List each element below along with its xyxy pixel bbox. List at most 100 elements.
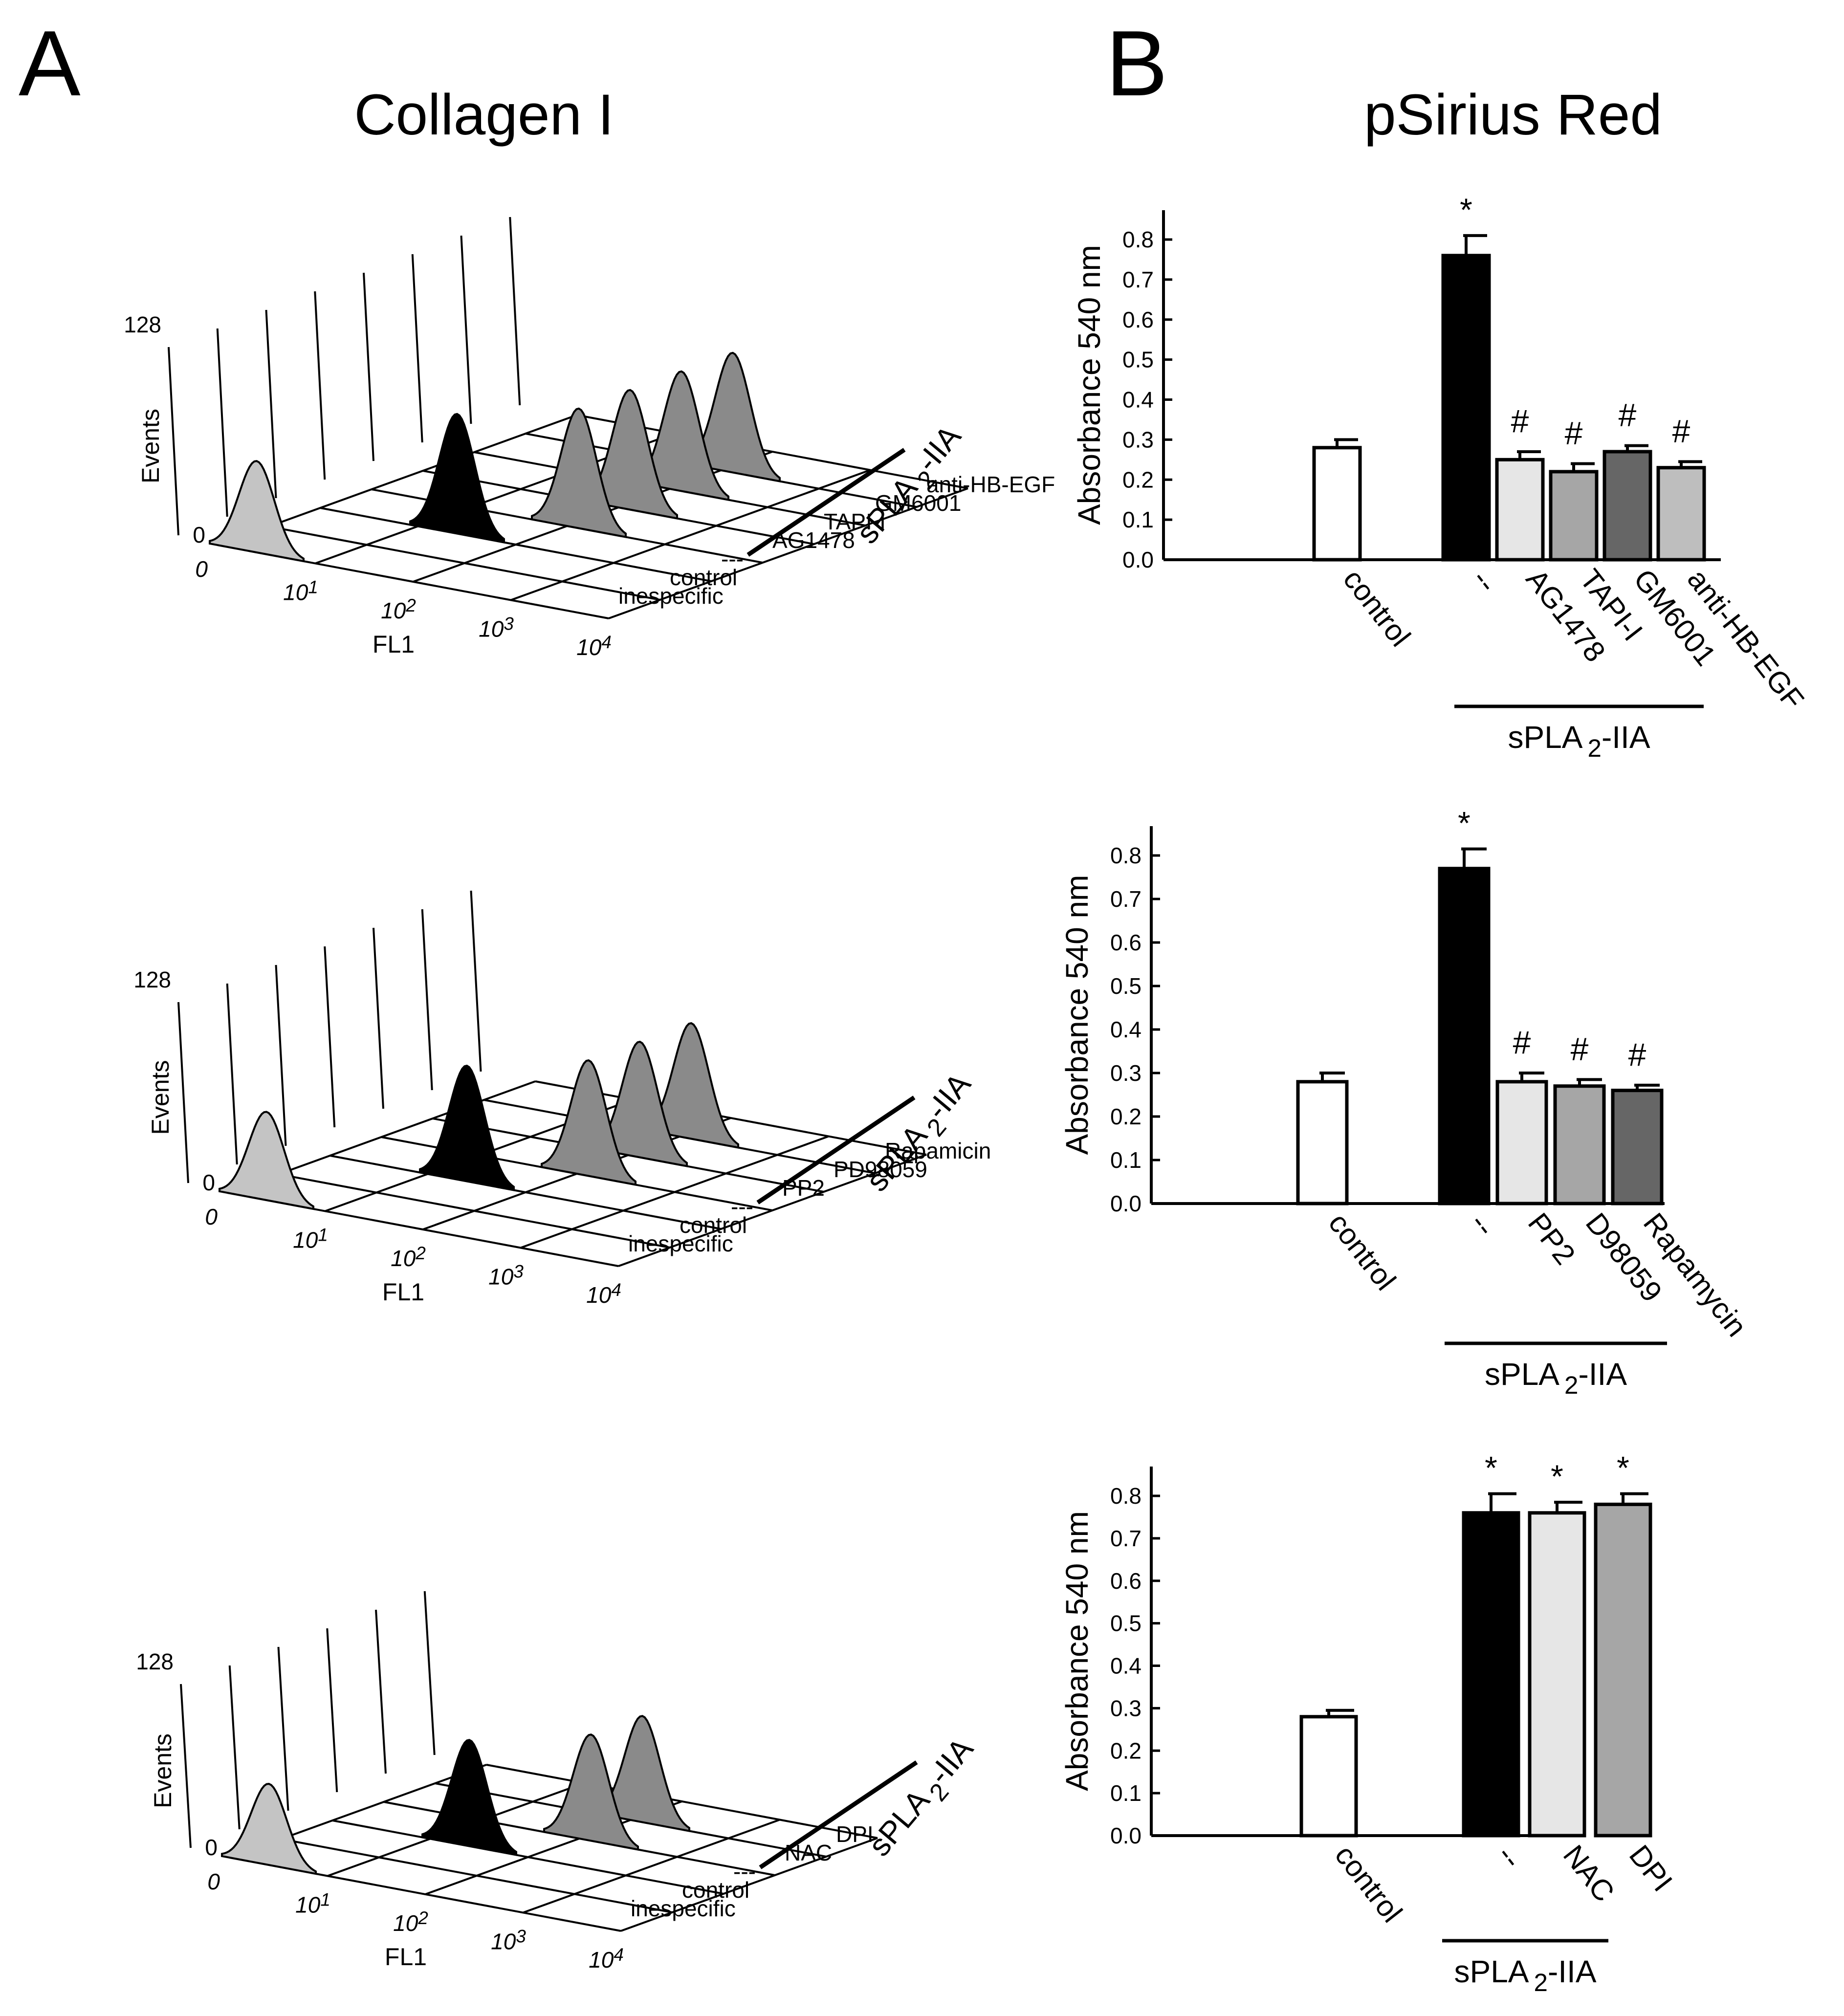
y-tick-label: 0.4 [1122,387,1154,413]
wall-line [509,217,521,406]
wall-line [275,964,287,1146]
y-min-label: 0 [193,522,205,548]
bar [1603,450,1652,562]
condition-label: anti-HB-EGF [926,472,1055,497]
y-tick-label: 0.0 [1110,1191,1142,1216]
significance-marker: * [1551,1458,1563,1494]
y-axis-label: Events [147,1060,174,1135]
condition-label: inespecific [618,583,724,609]
x-decade-label: 104 [576,632,612,660]
wall-line [375,1609,387,1774]
y-tick-label: 0.0 [1122,547,1154,572]
y-tick-label: 0.5 [1122,347,1154,373]
condition-label: control [682,1877,749,1903]
histogram-plot-3: 128 0 Events 0 101 102 103 104 FL1 inespecificcon… [136,1591,980,1972]
x-decade-label: 101 [283,577,318,605]
wall-line [277,1646,289,1811]
significance-marker: # [1571,1030,1589,1067]
floor-grid-line [620,1837,878,1932]
significance-marker: # [1628,1036,1646,1073]
y-tick-label: 0.8 [1110,1483,1142,1509]
bar [1441,254,1491,562]
y-tick-label: 0.5 [1110,1611,1142,1636]
bar [1495,458,1545,562]
panel-b-letter: B [1106,12,1168,115]
y-tick-label: 0.6 [1110,930,1142,955]
bar [1299,1715,1358,1838]
bar [1312,446,1362,562]
wall-line [460,235,472,424]
bar [1438,867,1491,1205]
x-zero-label: 0 [207,1869,220,1894]
treatment-label: sPLA2-IIA [859,1066,983,1203]
y-min-label: 0 [202,1170,215,1195]
floor-grid-line [520,1135,829,1249]
category-label: -- [1491,1839,1529,1875]
x-decade-label: 101 [295,1890,330,1918]
histogram-trace [531,407,627,538]
histogram-trace [219,1111,314,1210]
y-tick-label: 0.8 [1110,843,1142,868]
y-tick-label: 0.0 [1110,1823,1142,1848]
y-tick-label: 0.2 [1122,467,1154,492]
y-tick-label: 0.7 [1110,1526,1142,1551]
panel-a-letter: A [19,12,81,115]
bar [1528,1511,1586,1838]
histogram-trace [419,1064,515,1191]
condition-label: TAPI-I [824,509,886,534]
wall-line [168,347,179,536]
y-tick-label: 0.3 [1110,1060,1142,1086]
y-tick-label: 0.2 [1110,1104,1142,1129]
wall-line [421,909,433,1091]
x-decade-label: 104 [589,1945,624,1972]
condition-label: --- [733,1859,756,1884]
wall-line [470,890,482,1072]
condition-label: DPI [836,1821,874,1847]
bar [1594,1502,1652,1838]
bar [1656,466,1706,562]
significance-marker: # [1619,397,1637,433]
y-tick-label: 0.1 [1110,1147,1142,1173]
significance-marker: * [1460,192,1472,228]
x-decade-label: 102 [393,1908,428,1936]
bar [1462,1511,1520,1838]
condition-label: Rapamicin [885,1138,991,1163]
wall-line [177,1002,189,1183]
condition-label: PP2 [782,1175,825,1201]
x-decade-label: 103 [488,1262,524,1290]
y-tick-label: 0.7 [1122,267,1154,292]
y-tick-label: 0.4 [1110,1017,1142,1042]
floor-grid-line [510,469,871,601]
y-tick-label: 0.2 [1110,1738,1142,1763]
condition-label: --- [721,546,744,571]
histogram-trace [221,1783,317,1875]
wall-line [314,291,326,480]
significance-marker: # [1511,403,1529,439]
wall-line [423,1591,436,1755]
y-axis-label: Absorbance 540 nm [1059,1511,1095,1791]
bar [1296,1080,1349,1205]
y-tick-label: 0.5 [1110,973,1142,999]
treatment-bracket [746,448,906,557]
y-tick-label: 0.1 [1110,1780,1142,1806]
category-label: NAC [1557,1839,1621,1908]
y-min-label: 0 [205,1835,218,1860]
x-axis-label: FL1 [373,631,415,658]
significance-marker: # [1513,1024,1531,1060]
y-max-label: 128 [124,312,161,337]
y-tick-label: 0.1 [1122,507,1154,532]
y-tick-label: 0.7 [1110,886,1142,912]
y-tick-label: 0.3 [1110,1695,1142,1721]
histogram-trace [409,413,505,544]
bar [1495,1080,1548,1205]
condition-label: GM6001 [875,490,961,516]
floor-grid-line [523,1819,780,1914]
x-decade-label: 102 [391,1243,426,1271]
y-axis-label: Events [149,1733,176,1808]
wall-line [226,983,238,1165]
condition-label: inespecific [628,1231,733,1256]
category-label: control [1337,563,1417,653]
category-label: -- [1466,563,1504,599]
y-axis-label: Events [137,409,164,483]
group-label: sPLA 2-IIA [1485,1357,1627,1399]
